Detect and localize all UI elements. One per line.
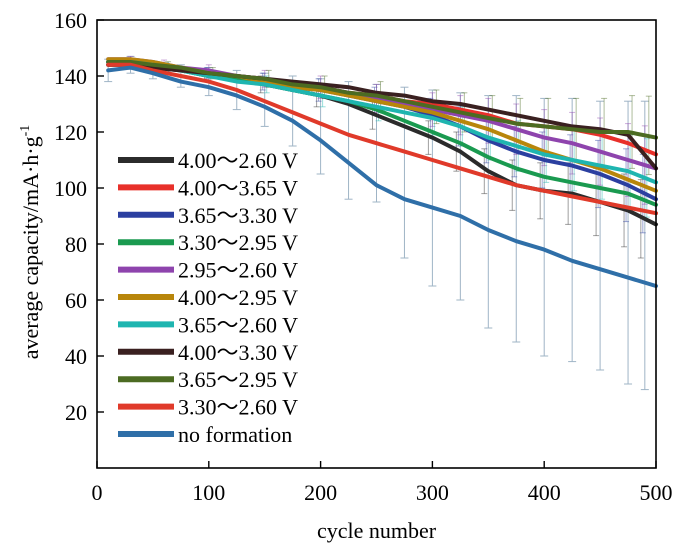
y-axis-title-main: average capacity/mA·h·g — [18, 136, 43, 359]
x-axis-ticks: 0 100 200 300 400 500 — [92, 461, 673, 505]
y-tick-label: 100 — [54, 176, 87, 201]
legend-label: 3.30～2.60 V — [178, 395, 298, 420]
legend-label: 4.00～2.60 V — [178, 148, 298, 173]
legend-label: 2.95～2.60 V — [178, 258, 298, 283]
y-tick-label: 160 — [54, 8, 87, 33]
y-tick-label: 20 — [65, 400, 87, 425]
y-axis-title-superscript: -1 — [18, 125, 33, 137]
x-tick-label: 500 — [640, 480, 673, 505]
legend: 4.00～2.60 V4.00～3.65 V3.65～3.30 V3.30～2.… — [118, 148, 298, 447]
legend-label: 3.65～2.95 V — [178, 367, 298, 392]
x-tick-label: 100 — [192, 480, 225, 505]
x-tick-label: 0 — [92, 480, 103, 505]
legend-label: 3.65～2.60 V — [178, 312, 298, 337]
x-tick-label: 300 — [416, 480, 449, 505]
y-tick-label: 140 — [54, 64, 87, 89]
series-line — [106, 65, 658, 288]
y-axis-ticks: 20 40 60 80 100 120 140 160 — [54, 8, 104, 425]
series-line — [106, 60, 658, 140]
y-tick-label: 80 — [65, 232, 87, 257]
legend-label: 4.00～2.95 V — [178, 285, 298, 310]
y-axis-title: average capacity/mA·h·g-1 — [18, 125, 43, 360]
legend-label: 4.00～3.30 V — [178, 340, 298, 365]
x-tick-label: 400 — [528, 480, 561, 505]
y-tick-label: 60 — [65, 288, 87, 313]
legend-label: 3.65～3.30 V — [178, 203, 298, 228]
legend-label: 3.30～2.95 V — [178, 230, 298, 255]
series-layer — [106, 57, 658, 288]
series-line — [106, 62, 658, 216]
legend-label: no formation — [178, 422, 292, 447]
y-tick-label: 40 — [65, 344, 87, 369]
y-tick-label: 120 — [54, 120, 87, 145]
x-tick-label: 200 — [304, 480, 337, 505]
legend-label: 4.00～3.65 V — [178, 175, 298, 200]
x-axis-title: cycle number — [317, 518, 437, 543]
